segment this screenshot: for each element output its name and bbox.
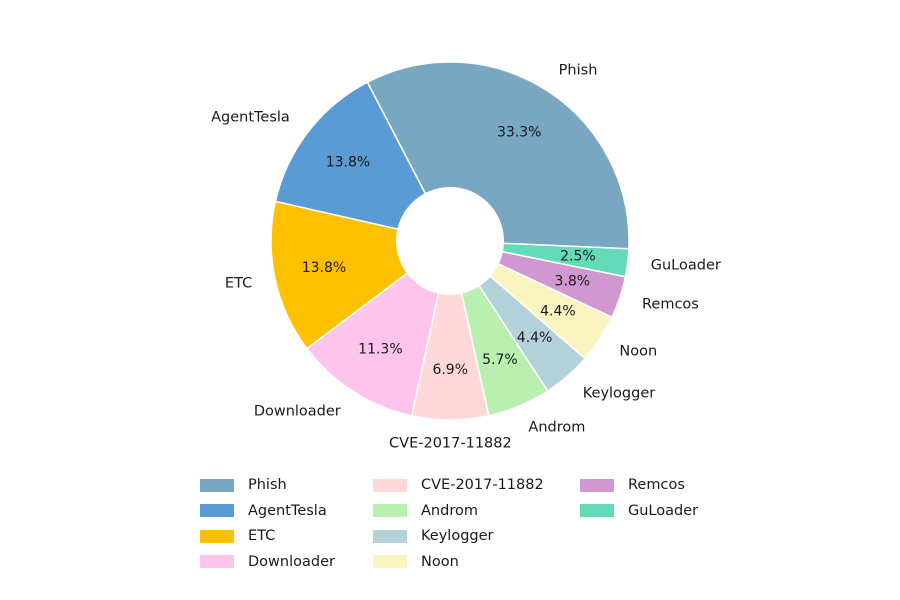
slice-downloader xyxy=(305,239,452,417)
chart-legend: Phish AgentTesla ETC Downloader CVE-2017-118… xyxy=(200,474,740,584)
legend-label: CVE-2017-11882 xyxy=(421,477,544,493)
legend-label: Noon xyxy=(421,553,459,570)
legend-swatch xyxy=(373,555,407,568)
slice-label-phish: Phish xyxy=(559,62,598,78)
legend-swatch xyxy=(373,504,407,517)
legend-item-remcos: Remcos xyxy=(580,474,685,496)
legend-item-keylogger: Keylogger xyxy=(373,525,493,547)
legend-item-phish: Phish xyxy=(200,474,287,496)
slice-label-noon: Noon xyxy=(619,344,657,360)
legend-swatch xyxy=(373,529,407,543)
legend-swatch xyxy=(200,529,234,543)
slice-label-downloader: Downloader xyxy=(254,403,341,419)
pct-label-guloader: 2.5% xyxy=(560,249,596,265)
legend-label: ETC xyxy=(248,528,276,544)
pct-label-cve-2017-11882: 6.9% xyxy=(432,362,468,378)
legend-swatch xyxy=(373,478,407,492)
pct-label-remcos: 3.8% xyxy=(555,274,591,290)
legend-swatch xyxy=(580,504,614,517)
legend-item-androm: Androm xyxy=(373,500,478,522)
slice-label-androm: Androm xyxy=(528,419,585,435)
legend-item-downloader: Downloader xyxy=(200,551,335,573)
pct-label-androm: 5.7% xyxy=(482,352,518,368)
pct-label-etc: 13.8% xyxy=(302,260,346,276)
slice-agenttesla xyxy=(274,81,452,243)
pct-label-phish: 33.3% xyxy=(497,124,541,140)
slice-label-etc: ETC xyxy=(225,275,252,291)
legend-swatch xyxy=(200,504,234,517)
legend-item-guloader: GuLoader xyxy=(580,500,698,522)
legend-label: Keylogger xyxy=(421,528,494,544)
legend-label: GuLoader xyxy=(628,502,699,519)
slice-label-keylogger: Keylogger xyxy=(583,386,656,402)
pct-label-downloader: 11.3% xyxy=(358,341,402,357)
slice-label-guloader: GuLoader xyxy=(651,258,721,274)
legend-swatch xyxy=(200,555,234,568)
pct-label-agenttesla: 13.8% xyxy=(326,154,370,170)
pct-label-keylogger: 4.4% xyxy=(517,330,553,346)
legend-label: Phish xyxy=(248,477,287,493)
legend-item-etc: ETC xyxy=(200,525,275,547)
legend-label: Remcos xyxy=(628,477,685,493)
legend-label: Downloader xyxy=(248,553,335,570)
labels-layer: 33.3% Phish 13.8% AgentTesla 13.8% ETC 11.3% Do… xyxy=(211,62,721,451)
slice-label-cve-2017-11882: CVE-2017-11882 xyxy=(389,435,512,451)
pct-label-noon: 4.4% xyxy=(540,303,576,319)
legend-label: Androm xyxy=(421,502,478,519)
donut-hole xyxy=(396,187,504,295)
slice-label-agenttesla: AgentTesla xyxy=(211,109,290,125)
legend-item-agenttesla: AgentTesla xyxy=(200,500,327,522)
legend-swatch xyxy=(200,478,234,492)
legend-swatch xyxy=(580,478,614,492)
legend-label: AgentTesla xyxy=(248,502,327,519)
slice-label-remcos: Remcos xyxy=(642,297,699,313)
legend-item-cve-2017-11882: CVE-2017-11882 xyxy=(373,474,544,496)
legend-item-noon: Noon xyxy=(373,551,459,573)
